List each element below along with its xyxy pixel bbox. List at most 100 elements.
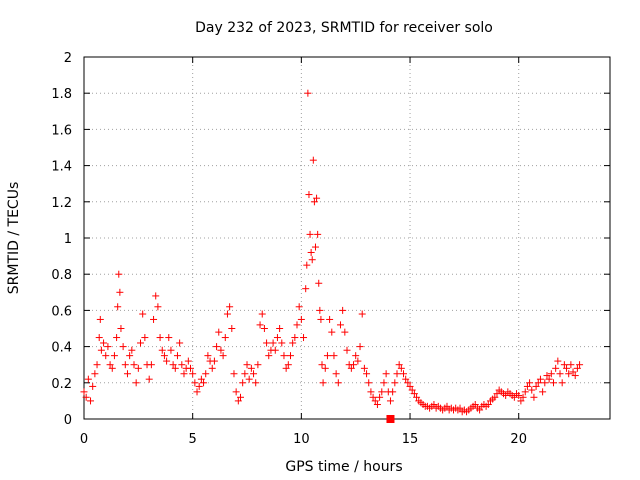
y-axis-label: SRMTID / TECUs [6, 182, 22, 295]
data-point [543, 372, 551, 380]
data-point [234, 397, 242, 405]
data-point [519, 393, 527, 401]
data-point [123, 370, 131, 378]
data-point [576, 361, 584, 369]
chart-title: Day 232 of 2023, SRMTID for receiver sol… [195, 20, 493, 36]
data-point [115, 270, 123, 278]
data-point [397, 364, 405, 372]
data-point [221, 334, 229, 342]
data-point [200, 379, 208, 387]
data-point [410, 390, 418, 398]
y-tick-label: 0.8 [51, 268, 72, 283]
data-point [523, 382, 531, 390]
data-point [354, 357, 362, 365]
data-point [263, 339, 271, 347]
data-point [300, 334, 308, 342]
data-point [306, 230, 314, 238]
data-point [228, 325, 236, 332]
data-point [389, 388, 397, 396]
data-point [305, 191, 313, 199]
data-point [260, 325, 268, 332]
data-point [226, 303, 234, 311]
data-point [243, 361, 251, 369]
data-point [502, 391, 510, 399]
data-point [276, 325, 284, 332]
data-point [521, 388, 529, 396]
data-point [80, 388, 88, 396]
data-point [547, 370, 555, 378]
data-point [202, 370, 210, 378]
data-point [84, 375, 92, 383]
data-point [117, 325, 125, 332]
data-point [116, 288, 124, 296]
data-point [510, 393, 518, 401]
data-point [517, 397, 525, 405]
data-point [141, 334, 149, 342]
data-point [332, 370, 340, 378]
data-point [339, 306, 347, 314]
data-point [93, 361, 101, 369]
data-point [152, 292, 160, 300]
data-point [217, 346, 225, 354]
data-point [558, 379, 566, 387]
data-point [197, 375, 205, 383]
data-point [313, 194, 321, 202]
data-point [378, 388, 386, 396]
data-point [321, 364, 329, 372]
data-point [176, 339, 184, 347]
data-point [191, 379, 199, 387]
data-point [219, 352, 227, 360]
data-point [82, 393, 90, 401]
x-tick-label: 5 [189, 432, 197, 447]
data-point [571, 372, 579, 380]
data-point [160, 352, 168, 360]
data-point [336, 321, 344, 329]
data-point [102, 352, 110, 360]
data-point [128, 346, 136, 354]
data-point [282, 364, 290, 372]
data-point [569, 368, 577, 376]
square-marker [386, 415, 395, 423]
data-point [350, 361, 358, 369]
y-tick-label: 1.8 [51, 87, 72, 102]
y-tick-label: 1.2 [51, 196, 72, 211]
data-point [323, 352, 331, 360]
data-point [113, 334, 121, 342]
data-point [560, 361, 568, 369]
data-point [204, 352, 212, 360]
data-point [330, 352, 338, 360]
data-point [193, 388, 201, 396]
data-point [245, 375, 253, 383]
data-point [534, 379, 542, 387]
data-point [303, 261, 311, 269]
data-point [369, 393, 377, 401]
data-point [110, 352, 118, 360]
data-point [318, 361, 326, 369]
data-point [297, 315, 305, 323]
data-point [563, 364, 571, 372]
data-point [121, 361, 129, 369]
data-point [341, 328, 349, 336]
data-point [471, 401, 479, 409]
data-point [291, 334, 299, 342]
data-point [314, 230, 322, 238]
data-point [328, 328, 336, 336]
data-point [382, 370, 390, 378]
data-point [545, 375, 553, 383]
x-axis-label: GPS time / hours [285, 459, 402, 475]
data-point [96, 315, 104, 323]
data-point [150, 315, 158, 323]
data-series [80, 89, 584, 423]
data-point [402, 375, 410, 383]
data-point [134, 364, 142, 372]
y-tick-label: 1.6 [51, 123, 72, 138]
data-point [347, 364, 355, 372]
data-point [371, 397, 379, 405]
data-point [311, 243, 319, 251]
data-point [289, 339, 297, 347]
data-point [556, 370, 564, 378]
x-tick-label: 20 [510, 432, 527, 447]
data-point [95, 334, 103, 342]
data-point [158, 346, 166, 354]
